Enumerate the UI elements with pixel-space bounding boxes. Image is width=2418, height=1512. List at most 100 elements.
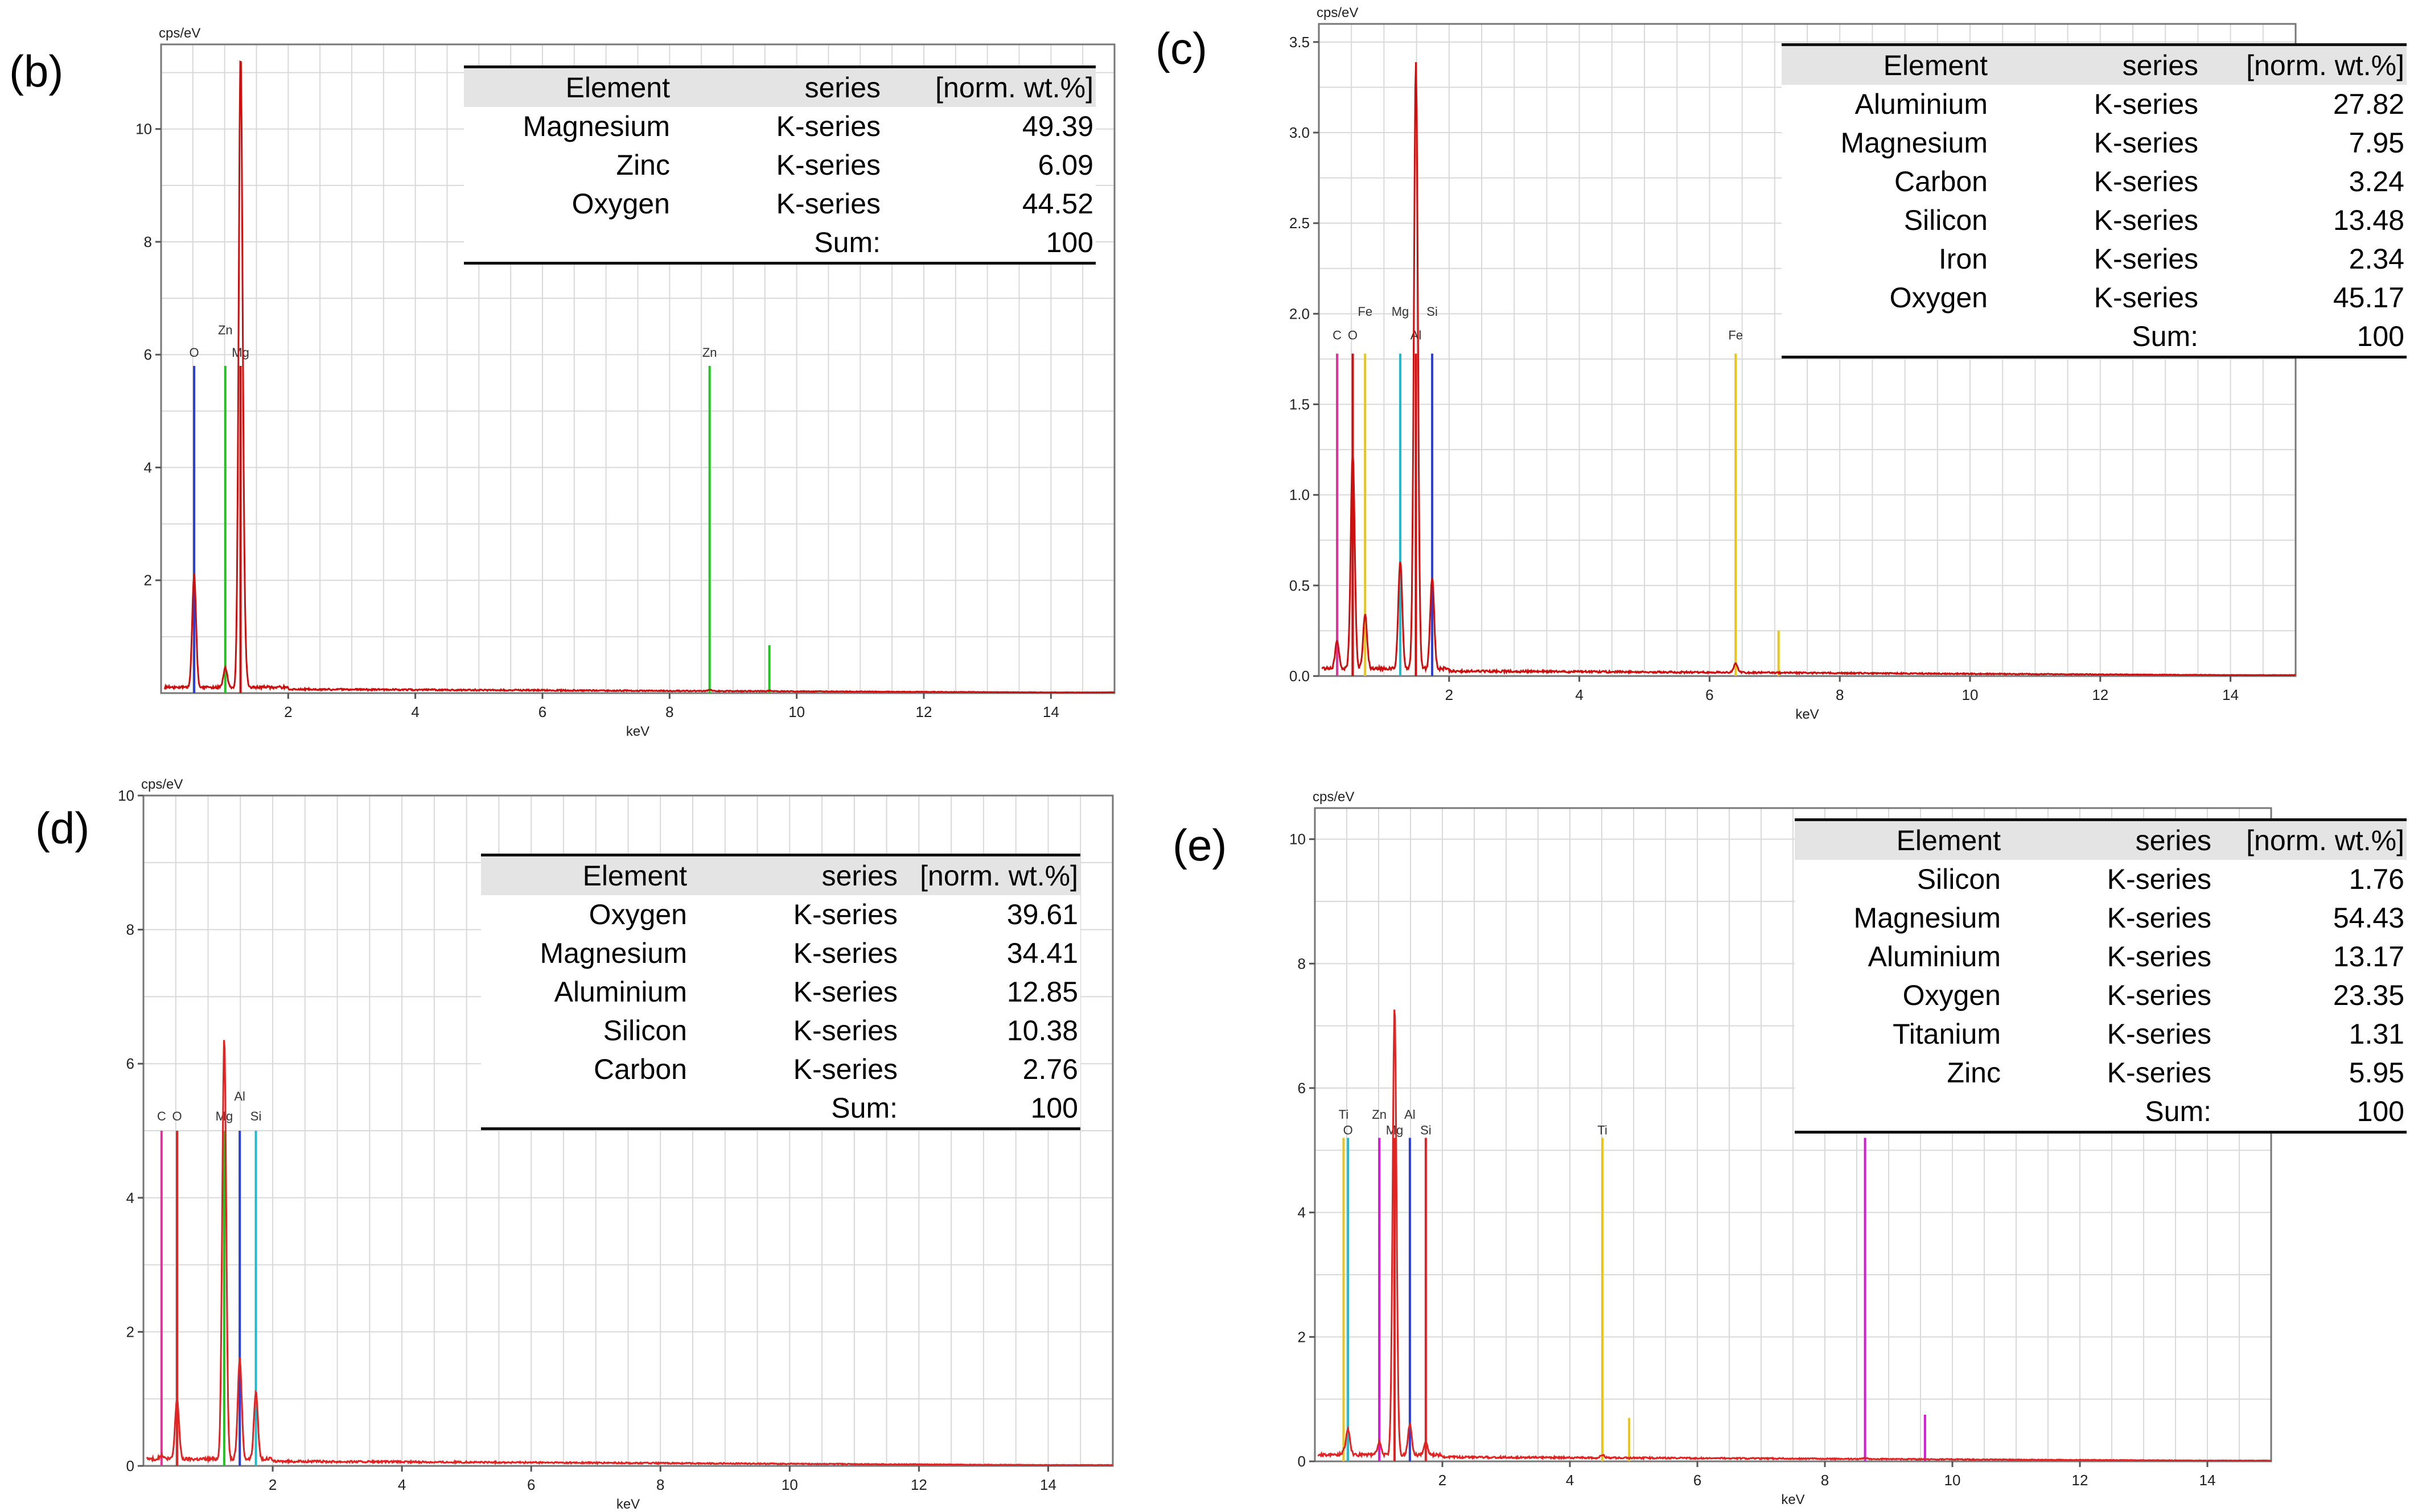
y-tick-label: 10 (1289, 831, 1306, 848)
table-row: Magnesium K-series 49.39 (464, 107, 1096, 146)
x-axis-label: keV (616, 1497, 640, 1512)
table-cell: 27.82 (2333, 88, 2404, 120)
x-tick-label: 2 (269, 1476, 277, 1493)
table-cell: K-series (793, 1053, 898, 1085)
column-header: series (2122, 50, 2198, 81)
table-row: Silicon K-series 13.48 (1782, 201, 2407, 240)
panel-label: (c) (1155, 23, 1207, 73)
x-tick-label: 14 (1040, 1476, 1056, 1493)
table-cell: K-series (2107, 1018, 2211, 1050)
sum-value: 100 (2357, 1095, 2404, 1127)
x-tick-label: 12 (916, 703, 932, 720)
table-cell: 12.85 (1006, 976, 1078, 1008)
y-axis-label: cps/eV (159, 26, 200, 41)
table-sum-row: Sum: 100 (464, 223, 1096, 262)
table-cell: Oxygen (1902, 979, 2001, 1011)
x-tick-label: 8 (1821, 1472, 1829, 1489)
x-tick-label: 14 (2222, 686, 2239, 703)
y-tick-label: 2 (126, 1323, 134, 1340)
y-tick-label: 6 (126, 1055, 134, 1072)
table-cell: K-series (2094, 282, 2198, 314)
table-row: Titanium K-series 1.31 (1795, 1015, 2407, 1053)
x-tick-label: 14 (1043, 703, 1059, 720)
column-header: [norm. wt.%] (935, 72, 1093, 104)
panel-label: (e) (1173, 820, 1227, 870)
table-cell: 34.41 (1006, 937, 1078, 969)
y-tick-label: 8 (144, 233, 152, 250)
x-tick-label: 14 (2199, 1472, 2216, 1489)
x-tick-label: 8 (656, 1476, 664, 1493)
x-tick-label: 12 (2092, 686, 2108, 703)
table-cell: K-series (2094, 88, 2198, 120)
element-label: Fe (1728, 328, 1743, 342)
table-row: Zinc K-series 5.95 (1795, 1053, 2407, 1092)
x-tick-label: 10 (1962, 686, 1979, 703)
element-label: Zn (1372, 1107, 1387, 1122)
sum-label: Sum: (831, 1092, 898, 1124)
spectrum-trace (1317, 1010, 2271, 1462)
table-row: Zinc K-series 6.09 (464, 146, 1096, 184)
table-row: Silicon K-series 1.76 (1795, 860, 2407, 899)
y-tick-label: 1.0 (1289, 487, 1310, 504)
table-cell: Oxygen (589, 899, 687, 930)
element-label: Zn (218, 323, 233, 337)
x-tick-label: 10 (788, 703, 805, 720)
table-cell: K-series (2107, 902, 2211, 934)
element-label: Fe (1358, 304, 1372, 319)
x-axis-label: keV (1781, 1492, 1804, 1507)
column-header: [norm. wt.%] (2246, 50, 2404, 81)
sum-value: 100 (2357, 320, 2404, 352)
table-cell: Oxygen (1889, 282, 1988, 314)
element-label: O (172, 1109, 182, 1123)
table-row: Magnesium K-series 34.41 (481, 934, 1080, 973)
composition-table: Element series [norm. wt.%] Aluminium K-seri… (1782, 43, 2407, 359)
x-tick-label: 2 (1445, 686, 1453, 703)
sum-value: 100 (1030, 1092, 1078, 1124)
table-cell: K-series (2107, 979, 2211, 1011)
spectrum-trace (163, 60, 1115, 694)
table-header: Element series [norm. wt.%] (464, 68, 1096, 107)
panel-b: (b) 2 4 6 8 10 12 14 2 4 6 8 10 cps/eV keV O Zn Mg Zn Ele… (0, 0, 1209, 756)
column-header: Element (1896, 825, 2001, 856)
table-cell: Carbon (1894, 166, 1988, 197)
table-cell: 1.31 (2349, 1018, 2404, 1050)
column-header: Element (1883, 50, 1988, 81)
table-row: Aluminium K-series 27.82 (1782, 85, 2407, 123)
x-tick-label: 6 (538, 703, 546, 720)
table-cell: 54.43 (2333, 902, 2404, 934)
table-cell: K-series (793, 937, 898, 969)
table-header: Element series [norm. wt.%] (1782, 46, 2407, 85)
y-tick-label: 0.0 (1289, 668, 1310, 685)
x-tick-label: 2 (1438, 1472, 1446, 1489)
table-cell: Zinc (616, 149, 670, 181)
y-axis-label: cps/eV (1313, 789, 1354, 805)
table-cell: Oxygen (571, 188, 670, 220)
column-header: Element (582, 860, 687, 892)
table-cell: K-series (776, 110, 881, 142)
table-cell: Carbon (594, 1053, 687, 1085)
table-cell: K-series (2107, 863, 2211, 895)
table-row: Silicon K-series 10.38 (481, 1011, 1080, 1050)
column-header: [norm. wt.%] (920, 860, 1078, 892)
element-label: Mg (1392, 304, 1409, 319)
y-axis-label: cps/eV (141, 777, 183, 792)
table-cell: 1.76 (2349, 863, 2404, 895)
table-header: Element series [norm. wt.%] (481, 856, 1080, 895)
x-tick-label: 4 (1575, 686, 1583, 703)
y-axis-label: cps/eV (1317, 5, 1358, 20)
table-cell: Aluminium (1868, 941, 2001, 973)
y-tick-label: 4 (144, 459, 152, 476)
x-axis-label: keV (1795, 707, 1819, 722)
table-cell: Aluminium (1854, 88, 1988, 120)
x-axis-label: keV (626, 724, 649, 739)
x-tick-label: 4 (1566, 1472, 1574, 1489)
element-label: Mg (1386, 1123, 1404, 1137)
x-tick-label: 2 (284, 703, 292, 720)
table-cell: 44.52 (1022, 188, 1093, 220)
table-cell: Magnesium (523, 110, 670, 142)
plot-frame (142, 794, 1114, 1467)
x-tick-label: 8 (665, 703, 673, 720)
element-label: O (1343, 1123, 1353, 1137)
table-cell: Aluminium (554, 976, 687, 1008)
y-tick-label: 10 (135, 121, 152, 138)
